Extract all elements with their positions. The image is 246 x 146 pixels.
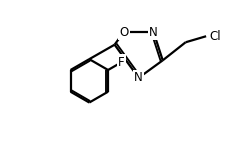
Text: N: N bbox=[149, 26, 158, 39]
Text: N: N bbox=[134, 71, 143, 84]
Text: F: F bbox=[118, 56, 125, 69]
Text: O: O bbox=[119, 26, 128, 39]
Text: Cl: Cl bbox=[210, 30, 221, 43]
